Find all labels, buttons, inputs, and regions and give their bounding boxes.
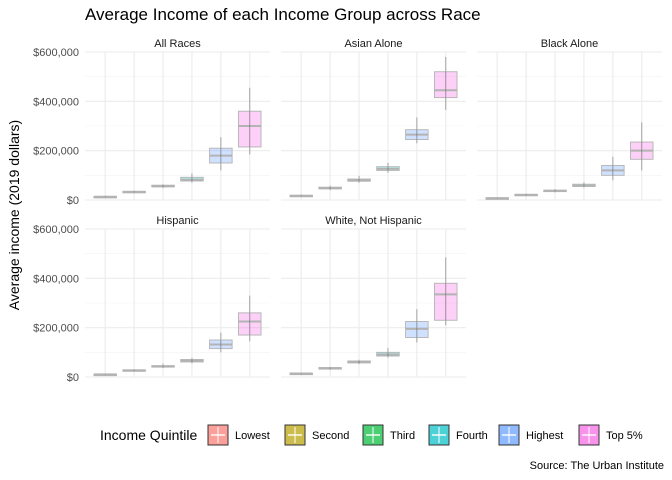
y-tick-label: $200,000 (33, 146, 79, 158)
box-third (151, 184, 175, 189)
box-highest (601, 156, 625, 181)
legend-title: Income Quintile (100, 427, 197, 443)
box-highest (209, 332, 233, 353)
facet-panel: Asian Alone (281, 38, 466, 201)
legend-label: Highest (526, 430, 563, 442)
legend-item: Fourth (428, 424, 488, 446)
facet-panel: White, Not Hispanic (281, 215, 466, 378)
box-highest (405, 117, 429, 144)
box-top-5- (238, 87, 262, 155)
legend-item: Highest (498, 424, 563, 446)
box-top-5- (238, 295, 262, 342)
legend-label: Third (390, 430, 415, 442)
facet-label: Asian Alone (344, 38, 402, 50)
chart-title: Average Income of each Income Group acro… (85, 5, 481, 24)
legend-label: Second (312, 430, 349, 442)
box-fourth (376, 347, 400, 358)
box-fourth (376, 163, 400, 173)
box-second (514, 193, 538, 197)
legend-label: Lowest (235, 430, 270, 442)
facet-panel: All Races $0 $200,000 $400,000 $600,000 (33, 38, 270, 207)
box-fourth (572, 182, 596, 188)
y-tick-label: $600,000 (33, 47, 79, 59)
legend: Income Quintile Lowest Second Third Fourth H… (100, 424, 643, 446)
legend-item: Second (284, 424, 349, 446)
box-lowest (289, 194, 313, 198)
y-tick-label: $0 (67, 372, 79, 384)
box-third (347, 359, 371, 365)
legend-item: Third (362, 424, 415, 446)
y-axis-label: Average income (2019 dollars) (6, 120, 22, 310)
box-third (543, 189, 567, 193)
grid (85, 228, 270, 378)
box-second (122, 190, 146, 194)
y-tick-label: $0 (67, 195, 79, 207)
facet-label: White, Not Hispanic (325, 215, 422, 227)
box-highest (405, 309, 429, 343)
box-third (151, 363, 175, 369)
box-third (347, 175, 371, 183)
facet-label: Hispanic (156, 215, 199, 227)
facet-label: Black Alone (541, 38, 598, 50)
box-second (318, 185, 342, 191)
chart-caption: Source: The Urban Institute (530, 460, 664, 472)
box-lowest (93, 195, 117, 199)
box-fourth (180, 173, 204, 183)
box-top-5- (630, 122, 654, 171)
y-tick-label: $400,000 (33, 96, 79, 108)
box-lowest (93, 373, 117, 377)
y-tick-label: $600,000 (33, 224, 79, 236)
box-fourth (180, 357, 204, 364)
facet-panel: Black Alone (477, 38, 662, 201)
box-second (318, 366, 342, 370)
legend-label: Fourth (456, 430, 488, 442)
legend-label: Top 5% (606, 430, 643, 442)
y-tick-label: $200,000 (33, 323, 79, 335)
box-highest (209, 137, 233, 171)
legend-item: Top 5% (578, 424, 643, 446)
box-lowest (289, 372, 313, 376)
facet-panel: Hispanic $0 $200,000 $400,000 $600,000 (33, 215, 270, 384)
y-tick-label: $400,000 (33, 273, 79, 285)
grid (477, 51, 662, 201)
facet-label: All Races (154, 38, 201, 50)
box-second (122, 369, 146, 372)
box-lowest (485, 197, 509, 200)
legend-item: Lowest (207, 424, 270, 446)
box-top-5- (434, 257, 458, 326)
box-top-5- (434, 56, 458, 110)
